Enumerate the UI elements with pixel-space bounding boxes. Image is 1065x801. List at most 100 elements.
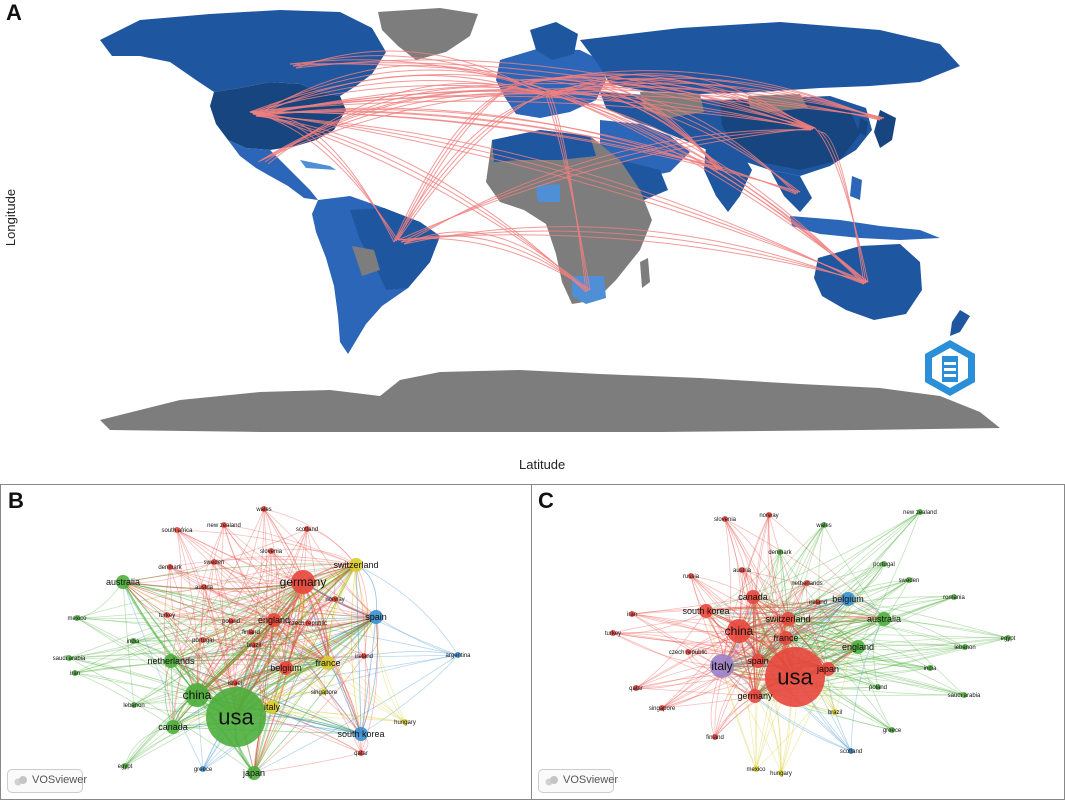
- collaboration-link: [255, 115, 587, 293]
- network-edge: [690, 575, 759, 662]
- collaboration-link: [252, 111, 799, 194]
- network-edge: [768, 514, 885, 620]
- network-edge: [857, 511, 921, 648]
- network-edge: [690, 575, 789, 620]
- network-edge: [721, 665, 757, 770]
- collaboration-link: [249, 100, 816, 129]
- network-edge: [785, 511, 921, 639]
- network-node: [369, 610, 383, 624]
- network-node-label: india: [924, 666, 937, 672]
- network-edge: [270, 550, 377, 618]
- network-node-label: qatar: [629, 686, 643, 692]
- network-node: [72, 670, 78, 676]
- network-edge: [721, 579, 910, 667]
- network-edge: [787, 618, 965, 696]
- network-edge: [355, 564, 406, 723]
- network-node: [130, 638, 136, 644]
- network-edge: [68, 581, 304, 659]
- network-node: [961, 692, 967, 698]
- network-edge: [122, 581, 232, 622]
- network-edge: [787, 617, 1009, 639]
- network-edge: [757, 563, 885, 662]
- collaboration-link: [295, 50, 542, 95]
- network-edge: [755, 660, 759, 770]
- network-edge: [223, 524, 275, 621]
- network-node-label: lebanon: [123, 703, 144, 709]
- network-node: [221, 522, 227, 528]
- collaboration-link: [267, 82, 542, 165]
- network-edge: [253, 616, 377, 774]
- network-node-label: greece: [883, 728, 902, 734]
- network-edge: [787, 596, 955, 620]
- network-node-label: slovenia: [714, 517, 737, 523]
- network-edge: [785, 637, 1009, 646]
- network-edge: [202, 616, 377, 770]
- network-edge: [285, 667, 406, 723]
- network-node: [881, 561, 887, 567]
- network-edge: [741, 569, 758, 697]
- network-edge: [785, 618, 885, 640]
- network-edge: [635, 660, 759, 689]
- network-edge: [166, 614, 329, 664]
- network-node-label: qatar: [354, 751, 368, 757]
- network-edge: [74, 672, 198, 696]
- network-node: [712, 734, 718, 740]
- network-edge: [738, 563, 885, 632]
- collaboration-link: [547, 92, 799, 194]
- network-edge: [196, 561, 215, 696]
- collaboration-link: [295, 59, 812, 131]
- network-node: [321, 656, 335, 670]
- network-edge: [323, 564, 357, 693]
- panel-c-letter: C: [538, 488, 554, 513]
- network-edge: [271, 564, 357, 708]
- network-node-label: czech republic: [669, 650, 707, 656]
- network-edge: [74, 659, 329, 674]
- collaboration-link: [252, 95, 814, 130]
- network-node-label: china: [183, 688, 212, 702]
- network-edge: [68, 564, 357, 659]
- network-edge: [196, 524, 225, 696]
- network-edge: [785, 637, 966, 651]
- network-edge: [787, 511, 921, 620]
- network-edge: [752, 563, 885, 598]
- network-edge: [122, 563, 357, 583]
- network-edge: [857, 646, 931, 669]
- collaboration-link: [817, 129, 867, 284]
- network-node-label: iran: [627, 612, 637, 618]
- network-node-label: canada: [738, 592, 768, 602]
- network-c-nodes: usa china italy spain germany france switzerla…: [605, 509, 1016, 777]
- network-edge: [738, 630, 965, 696]
- network-node-label: france: [773, 633, 798, 643]
- network-node: [699, 604, 713, 618]
- network-edge: [270, 548, 357, 566]
- china-shape: [720, 98, 860, 170]
- network-node-label: austria: [733, 568, 752, 574]
- network-node: [962, 644, 968, 650]
- network-edge: [757, 660, 782, 774]
- network-node-label: england: [258, 615, 290, 625]
- caribbean: [300, 160, 336, 170]
- network-edge: [302, 581, 459, 656]
- network-edge: [122, 581, 236, 684]
- network-edge: [721, 665, 965, 696]
- network-node: [610, 630, 616, 636]
- network-edge: [76, 617, 329, 664]
- network-edge: [724, 518, 849, 600]
- network-node: [848, 748, 854, 754]
- network-node-label: japan: [816, 664, 839, 674]
- network-edge: [635, 687, 756, 697]
- network-edge: [133, 616, 377, 706]
- network-edge: [834, 598, 851, 713]
- network-edge: [687, 637, 787, 655]
- network-edge: [705, 579, 910, 612]
- network-edge: [827, 668, 965, 696]
- network-edge: [202, 639, 287, 669]
- network-edge: [631, 613, 756, 697]
- network-node-label: australia: [106, 577, 140, 587]
- network-node: [777, 549, 783, 555]
- network-node-label: switzerland: [765, 614, 810, 624]
- network-node: [354, 727, 368, 741]
- network-edge: [741, 569, 849, 600]
- network-edge: [285, 616, 377, 669]
- network-node-label: south korea: [682, 606, 729, 616]
